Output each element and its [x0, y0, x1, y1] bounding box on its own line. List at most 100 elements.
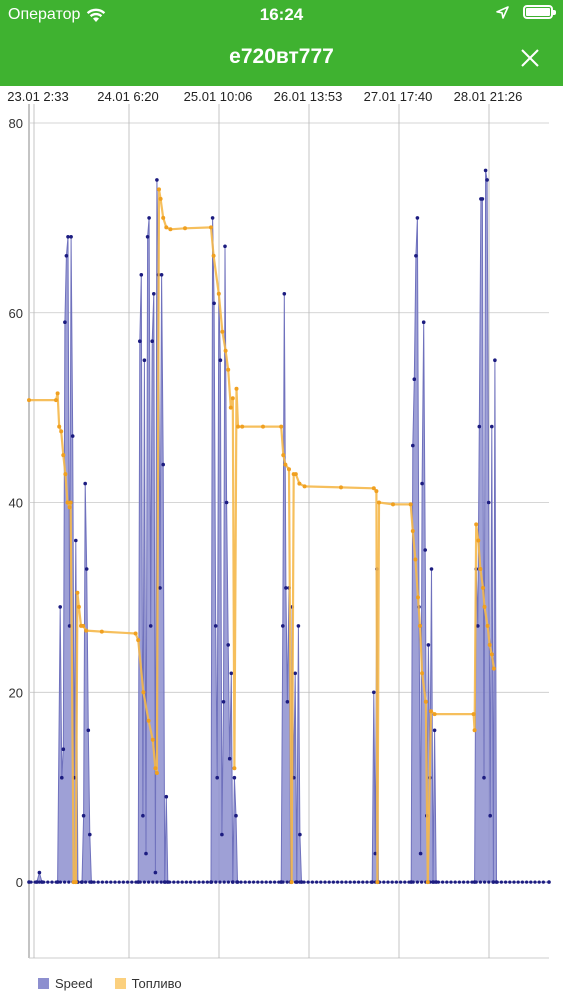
x-tick-label: 23.01 2:33 [7, 89, 68, 104]
speed-point [134, 880, 138, 884]
speed-point [390, 880, 394, 884]
fuel-point [157, 187, 161, 192]
speed-point [226, 643, 230, 647]
speed-point [58, 605, 62, 609]
speed-point [46, 880, 50, 884]
fuel-point [76, 604, 81, 609]
speed-point [476, 624, 480, 628]
speed-point [63, 880, 67, 884]
fuel-point [61, 453, 66, 458]
speed-point [281, 880, 285, 884]
speed-point [488, 813, 493, 818]
fuel-point [55, 391, 60, 396]
fuel-point [150, 737, 155, 742]
status-bar: Оператор 16:24 [0, 0, 563, 30]
fuel-point [164, 225, 169, 230]
legend-swatch-fuel [114, 978, 126, 989]
fuel-point [226, 367, 231, 372]
speed-point [273, 880, 277, 884]
speed-point [281, 624, 285, 628]
speed-point [172, 880, 176, 884]
legend-label-speed: Speed [55, 976, 93, 991]
carrier-name: Оператор [8, 6, 81, 23]
speed-point [293, 671, 298, 676]
speed-point [310, 880, 314, 884]
speed-point [490, 424, 494, 429]
y-tick-label: 40 [9, 496, 23, 511]
speed-point [361, 880, 365, 884]
chart-container[interactable]: 0 20 40 60 80 23.01 2:33 24.01 6:20 25.01 10:06… [0, 86, 563, 1000]
fuel-point [232, 766, 237, 771]
speed-point [229, 671, 234, 676]
speed-point [201, 880, 205, 884]
speed-point [474, 880, 478, 884]
fuel-point [84, 628, 89, 633]
fuel-point [279, 424, 284, 429]
speed-point [323, 880, 327, 884]
fuel-point [154, 771, 159, 775]
speed-area [29, 170, 549, 883]
speed-point [86, 728, 91, 733]
speed-point [138, 339, 142, 344]
speed-point [382, 880, 386, 884]
speed-point [331, 880, 335, 884]
speed-point [547, 880, 551, 884]
speed-point [159, 273, 164, 277]
speed-point [449, 880, 453, 884]
speed-point [315, 880, 319, 884]
speed-point [212, 301, 216, 306]
speed-point [327, 880, 331, 884]
speed-point [302, 880, 306, 884]
fuel-point [472, 728, 477, 733]
y-tick-label: 80 [9, 116, 23, 131]
fuel-point [287, 467, 291, 472]
close-icon[interactable] [517, 45, 543, 71]
speed-point [33, 880, 37, 884]
speed-point [386, 880, 390, 884]
speed-point [411, 880, 415, 884]
speed-point [348, 880, 352, 884]
fuel-point [230, 396, 235, 401]
fuel-point [223, 348, 228, 353]
speed-point [113, 880, 117, 884]
fuel-point [146, 718, 151, 723]
fuel-point [228, 405, 233, 410]
speed-point [168, 880, 172, 884]
speed-point [418, 851, 423, 856]
speed-fuel-chart[interactable]: 0 20 40 60 80 23.01 2:33 24.01 6:20 25.01 10:06… [0, 86, 563, 1000]
speed-point [235, 880, 239, 884]
fuel-point [482, 604, 487, 609]
speed-point [493, 358, 497, 363]
speed-point [176, 880, 180, 884]
fuel-point [485, 623, 490, 628]
speed-point [486, 500, 491, 505]
speed-point [462, 880, 466, 884]
speed-point [487, 880, 491, 884]
legend-label-fuel: Топливо [131, 976, 182, 991]
speed-point [537, 880, 541, 884]
speed-point [155, 880, 159, 884]
speed-point [426, 643, 431, 647]
speed-point [470, 880, 474, 884]
speed-point [221, 700, 226, 704]
speed-point [218, 880, 222, 884]
speed-point [415, 880, 419, 884]
speed-point [150, 339, 154, 344]
fuel-point [133, 631, 138, 636]
speed-point [336, 880, 340, 884]
x-tick-label: 28.01 21:26 [454, 89, 523, 104]
fuel-point [281, 453, 286, 458]
speed-point [277, 880, 281, 884]
fuel-point [410, 529, 415, 533]
fuel-point [416, 595, 420, 600]
speed-point [485, 178, 489, 182]
speed-point [420, 481, 424, 486]
fuel-point [99, 629, 104, 634]
speed-point [429, 567, 434, 571]
speed-point [151, 880, 155, 884]
fuel-point [211, 253, 216, 258]
speed-point [153, 870, 158, 875]
speed-point [126, 880, 130, 884]
speed-point [152, 292, 156, 296]
speed-point [504, 880, 508, 884]
